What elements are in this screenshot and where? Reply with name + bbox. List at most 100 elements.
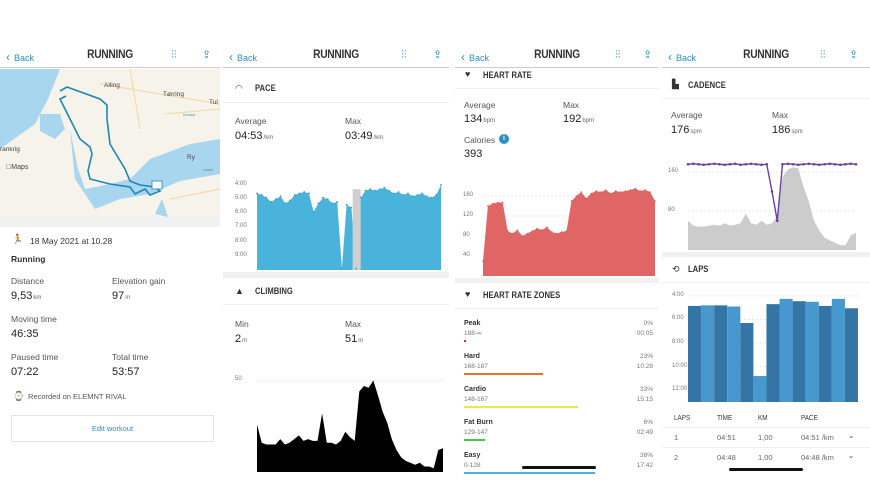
section-title: HEART RATE [483,70,532,80]
pace-point [350,206,353,209]
share-icon[interactable]: ⇪ [849,49,859,61]
pace-point [260,193,263,196]
info-icon[interactable]: i [499,134,509,144]
edit-workout-button[interactable]: Edit workout [11,415,214,442]
tune-icon[interactable]: ⫶⫶ [401,49,407,61]
cadence-line [735,163,741,166]
col-laps: LAPS [674,413,691,422]
route-map[interactable]: Alling Tørring Tul Knudsø rankrig Ry Las… [0,69,220,217]
chevron-left-icon: ‹ [461,50,465,64]
apple-maps-logo: Maps [6,164,28,171]
chevron-down-icon[interactable]: ⌄ [848,451,855,460]
activity-type: Running [11,254,46,264]
climbing-area [257,380,443,472]
zone-range: 188-∞ [464,330,482,337]
pace-point [416,193,419,196]
lap-bar[interactable] [779,298,793,402]
tune-icon[interactable]: ⫶⫶ [820,49,826,61]
lap-bar[interactable] [805,301,819,402]
back-button[interactable]: ‹ Back [461,50,490,64]
map-label: Alling [104,82,120,89]
hr-point [595,190,597,192]
header: ‹ Back RUNNING ⫶⫶ ⇪ [662,44,870,68]
y-tick-label: 8:00 [235,237,247,244]
back-button[interactable]: ‹ Back [229,50,258,64]
lap-pace: 04:48 /km [801,453,834,462]
hr-point [649,191,651,193]
pace-point [435,193,438,196]
lap-bar[interactable] [688,305,702,402]
share-icon[interactable]: ⇪ [643,49,653,61]
share-icon[interactable]: ⇪ [202,49,212,61]
pace-point [307,192,310,195]
lap-bar[interactable] [740,323,754,402]
pace-point [326,198,329,201]
tune-icon[interactable]: ⫶⫶ [615,49,621,61]
y-tick-label: 4:00 [672,291,684,298]
distance-label: Distance [11,276,45,286]
hr-max-label: Max [563,100,580,110]
lap-bar[interactable] [714,305,728,402]
lap-bar[interactable] [818,305,832,402]
hr-point [570,200,573,202]
divider [662,252,870,257]
hr-point [624,190,627,192]
hr-point [634,187,637,190]
climb-max-value: 51m [345,333,364,345]
chevron-down-icon[interactable]: ⌄ [848,431,855,440]
divider [223,272,449,278]
pace-max-value: 03:49/km [345,130,384,142]
pace-avg-value: 04:53/km [235,130,274,142]
pace-point [322,196,324,199]
cadence-avg-value: 176spm [671,124,702,136]
hr-point [560,231,563,233]
heart-rate-panel: ‹ Back RUNNING ⫶⫶ ⇪ ♥ HEART RATE Average … [455,0,659,500]
pace-point [369,188,372,191]
divider [0,217,220,227]
chevron-left-icon: ‹ [229,50,233,64]
cadence-line [766,164,773,192]
pace-point [345,203,348,206]
home-indicator [522,466,596,469]
lap-bar[interactable] [701,305,715,402]
y-tick-label: 4:00 [235,180,247,187]
hr-point [644,189,646,191]
pace-avg-label: Average [235,116,267,126]
pace-area [257,184,441,270]
laps-chart [688,295,858,402]
page-title: RUNNING [313,47,359,61]
map-label: Tørring [163,91,184,98]
pace-point [378,188,381,191]
boot-icon: ▙ [672,79,679,89]
header: ‹ Back RUNNING ⫶⫶ ⇪ [223,44,449,68]
tune-icon[interactable]: ⫶⫶ [171,49,177,61]
lap-bar[interactable] [766,304,780,402]
zone-range: 168-187 [464,363,488,370]
cadence-line [776,164,784,221]
pace-point [293,193,296,196]
heart-rate-chart [482,187,656,276]
zone-name: Cardio [464,386,487,393]
chevron-left-icon: ‹ [668,50,672,64]
lap-bar[interactable] [844,308,858,402]
zone-time: 02:49 [636,429,653,436]
lap-bar[interactable] [792,301,806,402]
pace-point [359,196,362,199]
hr-point [614,190,617,192]
map-label: Lasal [203,167,213,172]
lap-bar[interactable] [727,306,741,402]
lap-bar[interactable] [753,376,767,402]
col-km: KM [758,413,768,422]
share-icon[interactable]: ⇪ [433,49,443,61]
pace-point [279,195,282,198]
mountain-icon: ▲ [235,286,244,296]
back-button[interactable]: ‹ Back [6,50,35,64]
y-tick-label: 10:00 [672,362,688,369]
lap-bar[interactable] [831,298,845,402]
heart-rate-area [483,188,655,276]
back-button[interactable]: ‹ Back [668,50,697,64]
hr-point [654,200,656,202]
elevation-value: 97m [112,290,131,302]
pause-band [352,189,361,270]
pace-point [317,202,320,205]
